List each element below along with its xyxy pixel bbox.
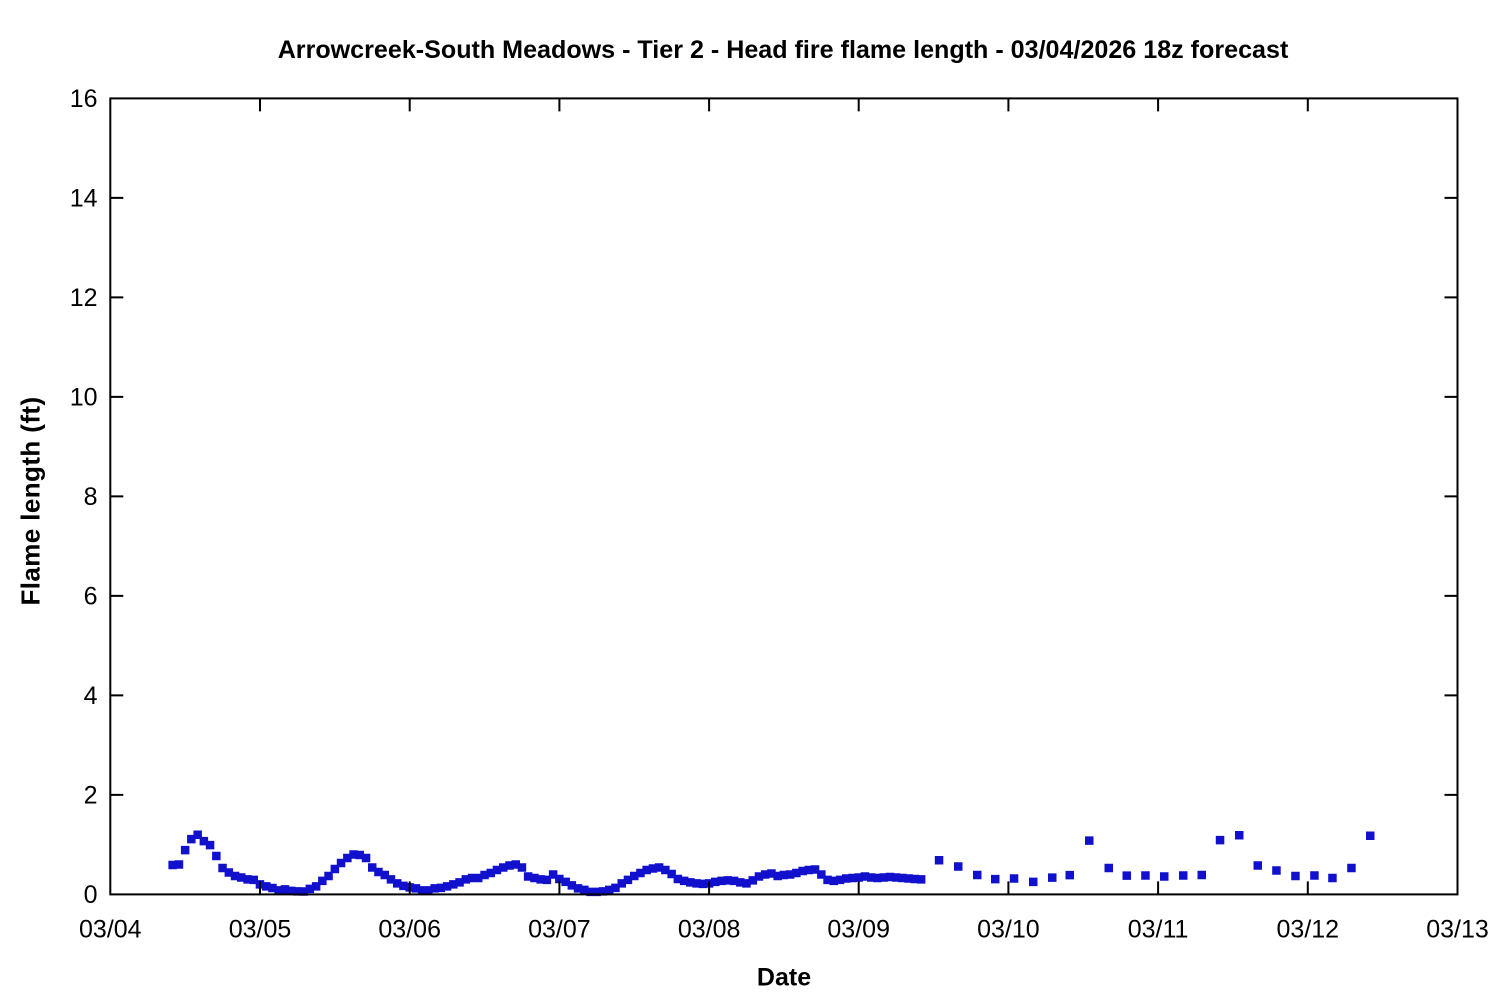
svg-text:03/06: 03/06 (378, 915, 441, 943)
svg-text:03/04: 03/04 (79, 915, 142, 943)
svg-text:12: 12 (70, 284, 98, 312)
svg-text:14: 14 (70, 185, 98, 213)
svg-text:2: 2 (84, 782, 98, 810)
svg-text:10: 10 (70, 384, 98, 412)
svg-text:03/11: 03/11 (1128, 915, 1189, 943)
svg-text:03/13: 03/13 (1426, 915, 1489, 943)
svg-text:Flame length (ft): Flame length (ft) (16, 396, 46, 605)
svg-text:03/12: 03/12 (1277, 915, 1340, 943)
svg-text:Date: Date (757, 964, 811, 992)
svg-text:03/10: 03/10 (977, 915, 1040, 943)
svg-text:03/09: 03/09 (827, 915, 890, 943)
svg-text:03/05: 03/05 (229, 915, 292, 943)
svg-text:03/08: 03/08 (678, 915, 741, 943)
svg-text:6: 6 (84, 583, 98, 611)
svg-text:16: 16 (70, 85, 98, 113)
svg-text:Arrowcreek-South Meadows - Tie: Arrowcreek-South Meadows - Tier 2 - Head… (278, 36, 1289, 64)
svg-text:03/07: 03/07 (528, 915, 591, 943)
svg-text:0: 0 (84, 881, 98, 909)
svg-text:4: 4 (84, 682, 98, 710)
svg-text:8: 8 (84, 483, 98, 511)
